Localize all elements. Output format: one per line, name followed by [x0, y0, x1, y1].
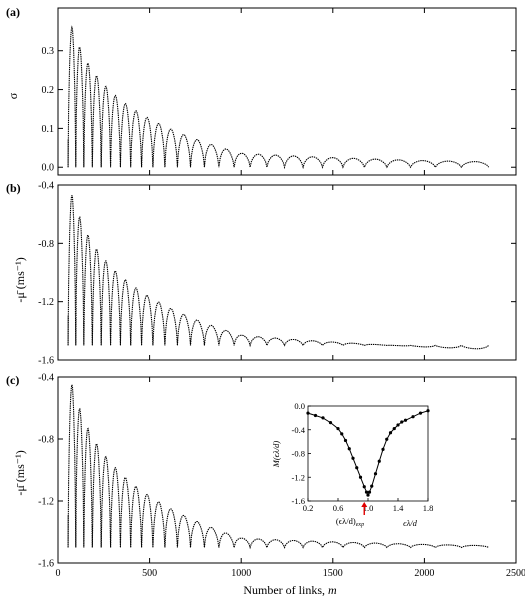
panel-b-label: (b)	[6, 181, 21, 195]
inset-data-point	[321, 416, 325, 420]
inset-data-point	[396, 423, 400, 427]
panel-c: 0 500 1000 1500 2000 2500 -0.4 -0.8 -1.2 -1.6	[38, 373, 525, 580]
inset-plot: 0.2 0.6 1.0 1.4 1.8 0.0 -0.4 -0.8 -1.2 -1.6	[292, 401, 434, 515]
y-tick-label: -0.4	[38, 373, 54, 384]
inset-x-tick-label: 1.0	[363, 503, 374, 513]
exp-marker-arrowhead	[361, 502, 368, 507]
inset-data-point	[426, 409, 430, 413]
inset-x-tick-label: 0.6	[333, 503, 344, 513]
inset-data-point	[343, 438, 348, 443]
inset-chart: 0.2 0.6 1.0 1.4 1.8 0.0 -0.4 -0.8 -1.2 -1.6 M(ϵλ/…	[271, 401, 433, 528]
inset-y-tick-label: -1.2	[292, 472, 305, 482]
panel-a: 0.0 0.1 0.2 0.3	[42, 7, 517, 176]
y-tick-label: -1.2	[38, 497, 54, 508]
y-tick-label: 0.1	[42, 124, 55, 135]
inset-y-tick-label: -0.4	[292, 425, 306, 435]
x-tick-label: 1000	[231, 568, 251, 579]
x-tick-label: 0	[56, 568, 61, 579]
panel-frame	[57, 376, 517, 564]
data-series-line	[67, 25, 490, 170]
panel-a-ylabel: σ	[6, 92, 20, 99]
panel-frame	[57, 7, 517, 176]
inset-y-tick-label: -0.8	[292, 449, 305, 459]
inset-data-point	[340, 432, 344, 436]
inset-x-tick-label: 1.8	[423, 503, 434, 513]
inset-data-point	[336, 426, 340, 431]
inset-data-point	[306, 411, 310, 415]
inset-data-point	[351, 456, 355, 460]
inset-series-line	[307, 410, 429, 497]
inset-data-point	[358, 475, 363, 479]
inset-data-point	[370, 484, 374, 488]
inset-data-point	[373, 472, 378, 476]
y-tick-label: -1.2	[38, 297, 54, 308]
y-tick-label: -1.6	[38, 356, 54, 367]
inset-data-point	[328, 421, 333, 425]
y-tick-label: -0.4	[38, 181, 54, 192]
x-tick-label: 500	[142, 568, 157, 579]
inset-data-point	[364, 490, 369, 494]
panel-a-label: (a)	[6, 5, 20, 19]
y-tick-label: -1.6	[38, 559, 54, 570]
y-tick-label: -0.8	[38, 239, 54, 250]
panel-b: -0.4 -0.8 -1.2 -1.6	[38, 181, 517, 367]
panels: 0.00.10.20.3-0.4-0.8-1.2-1.60 500 1000 1500…	[38, 7, 525, 580]
y-tick-label: -0.8	[38, 435, 54, 446]
panel-frame	[57, 184, 517, 361]
inset-data-point	[392, 426, 396, 431]
inset-data-point	[403, 418, 408, 422]
inset-x-tick-label: 1.4	[393, 503, 404, 513]
y-tick-label: 0.3	[42, 46, 55, 57]
inset-data-point	[381, 447, 385, 451]
inset-xlabel: ϵλ/d	[403, 518, 417, 528]
inset-data-point	[362, 485, 366, 489]
inset-data-point	[347, 447, 351, 451]
x-tick-label: 2500	[506, 568, 525, 579]
inset-data-point	[377, 459, 381, 463]
y-tick-label: 0.0	[42, 163, 55, 174]
inset-ylabel: M(ϵλ/d)	[271, 441, 281, 469]
inset-data-point	[313, 413, 318, 418]
panel-b-ylabel: -μ̄ (ms⁻¹)	[13, 257, 27, 302]
inset-data-point	[388, 431, 393, 435]
inset-data-point	[366, 493, 370, 497]
y-tick-label: 0.2	[42, 85, 55, 96]
data-series-line	[67, 195, 490, 350]
inset-data-point	[400, 420, 404, 424]
panel-c-ylabel: -μ̄ (ms⁻¹)	[13, 450, 27, 495]
x-axis-label: Number of links, m	[243, 583, 337, 597]
inset-y-tick-label: 0.0	[294, 401, 305, 411]
inset-data-point	[411, 415, 415, 419]
inset-data-point	[355, 466, 359, 470]
inset-y-tick-label: -1.6	[292, 496, 305, 506]
data-series-line	[67, 384, 489, 550]
panel-c-label: (c)	[6, 373, 19, 387]
inset-frame	[307, 405, 429, 502]
x-tick-label: 2000	[414, 568, 434, 579]
inset-data-point	[385, 437, 389, 441]
inset-x-tick-label: 0.2	[303, 503, 314, 513]
inset-data-point	[367, 490, 372, 494]
inset-data-point	[418, 411, 423, 415]
inset-marker-label: (ϵλ/d)exp	[336, 516, 364, 528]
x-tick-label: 1500	[323, 568, 343, 579]
